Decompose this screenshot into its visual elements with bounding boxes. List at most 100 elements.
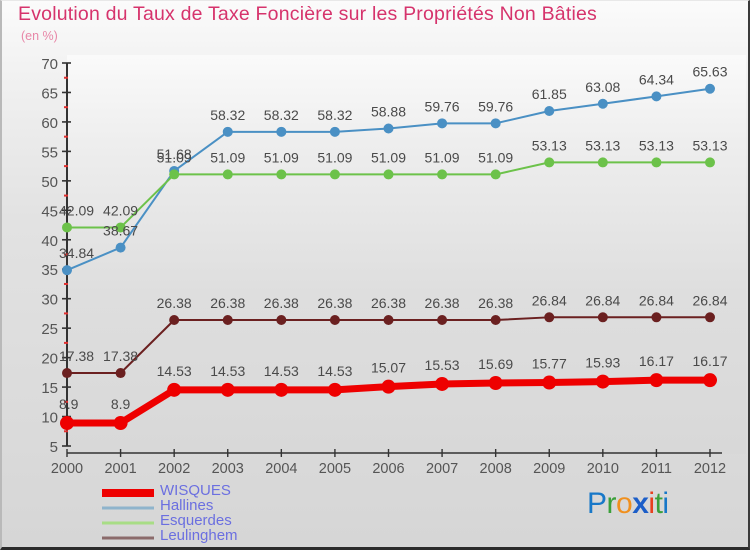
page-title: Evolution du Taux de Taxe Foncière sur l…: [18, 3, 597, 25]
legend-label-esquerdes: Esquerdes: [160, 512, 232, 529]
data-point[interactable]: [276, 126, 287, 137]
data-point[interactable]: [437, 169, 448, 180]
data-point[interactable]: [488, 376, 503, 391]
data-point-label: 15.77: [532, 356, 567, 372]
data-point[interactable]: [115, 242, 126, 253]
data-point[interactable]: [651, 91, 662, 102]
data-point[interactable]: [437, 315, 448, 326]
data-point[interactable]: [490, 315, 501, 326]
data-point[interactable]: [167, 382, 182, 397]
data-point[interactable]: [115, 368, 126, 379]
data-point[interactable]: [544, 157, 555, 168]
data-point[interactable]: [705, 157, 715, 168]
data-point[interactable]: [490, 169, 501, 180]
data-point[interactable]: [222, 315, 233, 326]
y-axis-tick-label: 50: [41, 174, 58, 191]
data-point[interactable]: [329, 169, 340, 180]
data-point[interactable]: [544, 106, 555, 117]
data-point-label: 63.08: [585, 79, 620, 95]
data-point[interactable]: [649, 373, 664, 388]
data-point[interactable]: [703, 373, 717, 388]
x-axis-tick-label: 2002: [158, 461, 190, 477]
data-point[interactable]: [62, 368, 72, 379]
data-point[interactable]: [383, 169, 394, 180]
data-point[interactable]: [490, 118, 501, 129]
data-point[interactable]: [705, 312, 715, 323]
data-point-label: 26.38: [264, 295, 299, 311]
data-point[interactable]: [276, 169, 287, 180]
chart-subtitle: (en %): [21, 29, 58, 43]
data-point[interactable]: [276, 315, 287, 326]
data-point-label: 26.38: [210, 295, 245, 311]
data-point-label: 17.38: [103, 348, 138, 364]
data-point-label: 42.09: [59, 202, 94, 218]
data-point-label: 26.38: [157, 295, 192, 311]
data-point[interactable]: [222, 126, 233, 137]
data-point-label: 58.32: [264, 107, 299, 123]
data-point[interactable]: [62, 265, 72, 276]
data-point-label: 17.38: [59, 348, 94, 364]
data-point-label: 26.38: [425, 295, 460, 311]
data-point[interactable]: [60, 416, 74, 431]
x-axis-tick-label: 2008: [480, 461, 512, 477]
data-point-label: 8.9: [111, 396, 131, 412]
data-point[interactable]: [274, 382, 289, 397]
data-point-label: 51.09: [371, 149, 406, 165]
data-point[interactable]: [597, 98, 608, 109]
x-axis-tick-label: 2007: [426, 461, 458, 477]
logo-letter-i-first: i: [648, 487, 655, 520]
data-point[interactable]: [222, 169, 233, 180]
data-point[interactable]: [651, 157, 662, 168]
legend-swatch-wisques: [102, 489, 154, 497]
data-point[interactable]: [544, 312, 555, 323]
data-point-label: 58.32: [317, 107, 352, 123]
series-labels-wisques: 8.9 8.9 14.53 14.53 14.53 14.53 15.07 15.53 15.6…: [59, 353, 728, 412]
legend-item-hallines[interactable]: Hallines: [102, 497, 402, 514]
proxiti-logo[interactable]: Proxiti: [587, 487, 669, 521]
legend-swatch-leulinghem: [102, 536, 154, 540]
legend-item-esquerdes[interactable]: Esquerdes: [102, 512, 402, 529]
data-point[interactable]: [437, 118, 448, 129]
data-point[interactable]: [169, 315, 180, 326]
data-point[interactable]: [595, 374, 610, 389]
x-axis-tick-label: 2009: [533, 461, 565, 477]
series-labels-hallines: 34.84 38.67 51.68 58.32 58.32 58.32 58.88 59.76…: [59, 64, 728, 261]
data-point[interactable]: [115, 222, 126, 233]
data-point[interactable]: [327, 382, 342, 397]
data-point[interactable]: [220, 382, 235, 397]
data-point[interactable]: [62, 222, 72, 233]
data-point-label: 65.63: [692, 64, 727, 80]
legend-item-leulinghem[interactable]: Leulinghem: [102, 527, 402, 544]
data-point[interactable]: [597, 157, 608, 168]
data-point[interactable]: [542, 375, 557, 390]
legend-label-leulinghem: Leulinghem: [160, 527, 238, 544]
data-point[interactable]: [597, 312, 608, 323]
data-point[interactable]: [651, 312, 662, 323]
data-point[interactable]: [169, 169, 180, 180]
data-point[interactable]: [705, 83, 715, 94]
data-point-label: 51.09: [157, 149, 192, 165]
data-point-label: 42.09: [103, 202, 138, 218]
data-point[interactable]: [435, 376, 450, 391]
data-point[interactable]: [381, 379, 396, 394]
y-axis-tick-label: 55: [41, 144, 58, 161]
data-point[interactable]: [383, 315, 394, 326]
legend-item-wisques[interactable]: WISQUES: [102, 482, 402, 499]
data-point-label: 8.9: [59, 396, 79, 412]
data-point-label: 59.76: [425, 98, 460, 114]
data-point[interactable]: [329, 315, 340, 326]
data-point-label: 51.68: [157, 146, 192, 162]
chart-legend: WISQUES Hallines Esquerdes Leulinghem: [102, 482, 402, 544]
data-point[interactable]: [383, 123, 394, 134]
data-point-label: 14.53: [317, 363, 352, 379]
y-axis-tick-label: 70: [41, 56, 58, 73]
y-axis-tick-label: 35: [41, 262, 58, 279]
series-leulinghem: [62, 312, 715, 379]
data-point-label: 59.76: [478, 98, 513, 114]
data-point[interactable]: [113, 416, 128, 431]
data-point[interactable]: [329, 126, 340, 137]
y-axis-tick-label: 10: [41, 410, 58, 427]
y-axis-tick-label: 65: [41, 85, 58, 102]
